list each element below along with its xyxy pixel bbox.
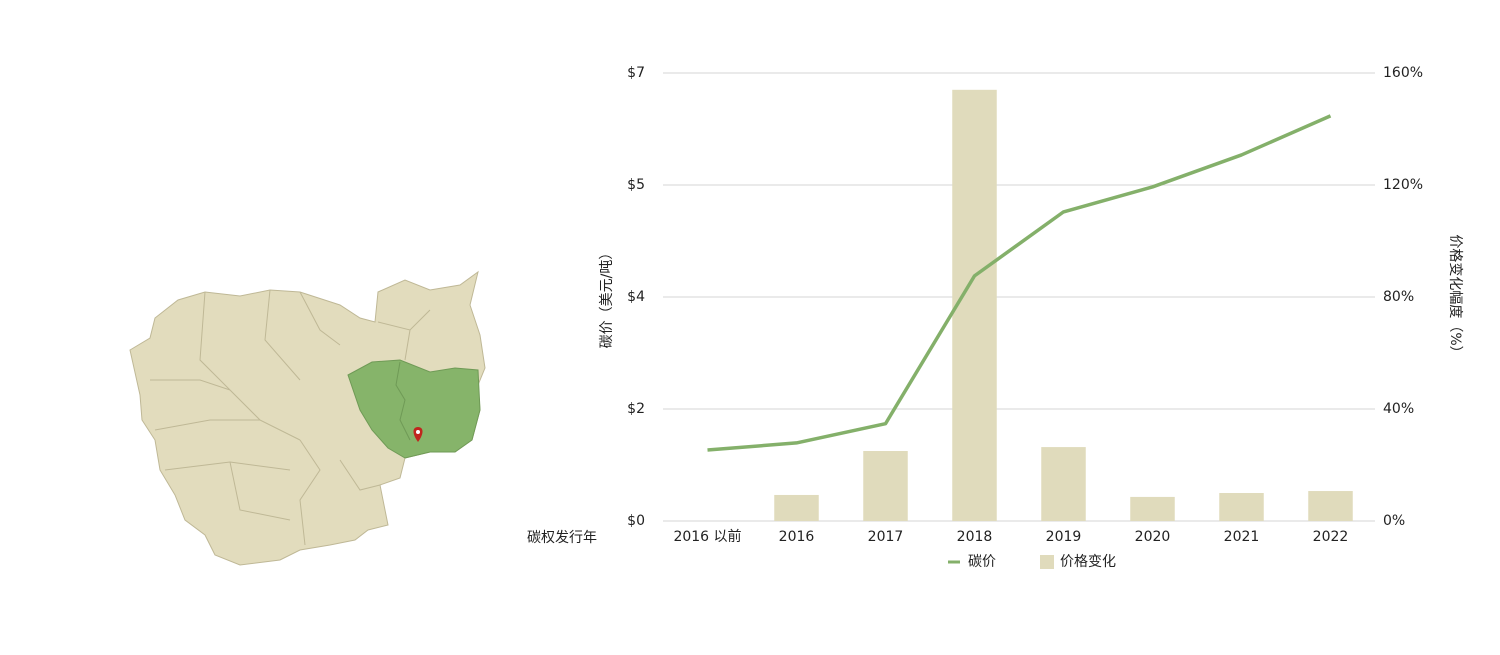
x-tick-label: 2021 [1224, 529, 1260, 545]
bar [1130, 496, 1175, 521]
line [707, 114, 1332, 452]
y2-axis-label: 价格变化幅度（%） [1447, 234, 1463, 359]
y-tick-label: $7 [627, 65, 645, 81]
y2-tick-label: 40% [1383, 401, 1414, 417]
bar [952, 89, 997, 522]
legend-label: 价格变化 [1060, 554, 1116, 570]
x-tick-label: 2019 [1046, 529, 1082, 545]
x-tick-label: 2020 [1135, 529, 1171, 545]
highlighted-province [347, 359, 481, 459]
bar [1219, 493, 1264, 521]
y2-tick-label: 160% [1383, 65, 1423, 81]
bar [863, 451, 908, 521]
x-tick-label: 2016 [779, 529, 815, 545]
y2-tick-label: 120% [1383, 177, 1423, 193]
legend-swatch [1040, 555, 1054, 569]
legend-label: 碳价 [968, 554, 996, 570]
location-marker [413, 427, 423, 442]
bar [1308, 491, 1353, 521]
province-borders [150, 289, 431, 546]
river [395, 361, 411, 441]
map [129, 270, 486, 566]
x-tick-label: 2016 以前 [673, 528, 741, 545]
x-tick-label: 2018 [957, 529, 993, 545]
y-tick-label: $0 [627, 513, 645, 529]
y-axis-label: 碳价（美元/吨） [599, 246, 615, 349]
x-axis-label: 碳权发行年 [527, 530, 597, 546]
bar [1041, 447, 1086, 521]
x-tick-label: 2022 [1313, 529, 1349, 545]
y2-tick-label: 0% [1383, 513, 1405, 529]
y-tick-label: $5 [627, 177, 645, 193]
x-tick-label: 2017 [868, 529, 904, 545]
bar [774, 494, 819, 521]
y-tick-label: $4 [627, 289, 645, 305]
y2-tick-label: 80% [1383, 289, 1414, 305]
y-tick-label: $2 [627, 401, 645, 417]
location-marker-dot [416, 430, 420, 434]
